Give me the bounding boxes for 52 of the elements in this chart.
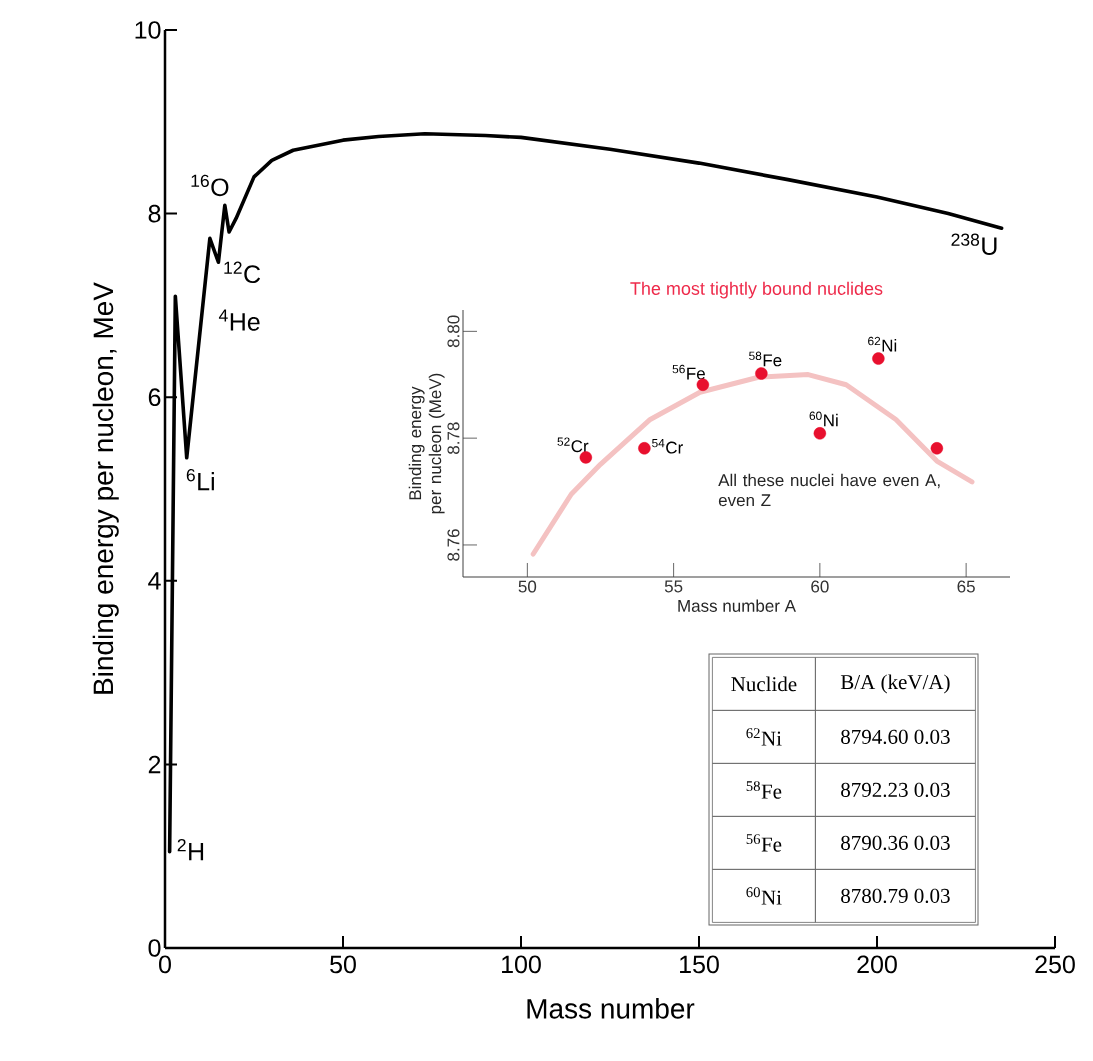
point	[930, 442, 944, 455]
annotation: B/A (keV/A)	[840, 674, 950, 694]
annotation: $^{12}$C	[224, 261, 261, 284]
annotation: $^{4}$He	[218, 309, 260, 331]
annotation: $^{6}$Li	[186, 468, 214, 491]
x-tick-label: 150	[680, 955, 719, 974]
y-axis-title: Binding energy per nucleon, MeV	[92, 282, 119, 694]
x-tick-label: 250	[1035, 955, 1075, 974]
annotation: $^{16}$O	[191, 174, 229, 197]
annotation: $^{56}$Fe	[672, 364, 705, 380]
annotation: $^{238}$U	[951, 233, 997, 255]
point	[755, 367, 768, 380]
y-tick-label: 8.80	[447, 315, 460, 348]
y-tick-label: 6	[148, 388, 161, 407]
annotation: $^{60}$Ni	[809, 411, 838, 427]
annotation: $^{58}$Fe	[746, 781, 782, 799]
annotation: 8794.60 0.03	[841, 729, 950, 745]
annotation: 8790.36 0.03	[841, 835, 950, 851]
y-tick-label: 4	[148, 572, 161, 590]
point	[696, 378, 710, 391]
y-tick-label: 10	[135, 21, 161, 39]
annotation: $^{56}$Fe	[746, 834, 782, 852]
x-tick-label: 50	[518, 580, 537, 593]
point	[638, 442, 651, 455]
y-tick-label: 8	[148, 204, 161, 223]
annotation: $^{60}$Ni	[746, 887, 782, 905]
annotation: $^{54}$Cr	[652, 438, 683, 454]
x-tick-label: 60	[811, 580, 829, 593]
x-tick-label: 200	[857, 955, 897, 974]
y-tick-label: 2	[148, 755, 161, 774]
annotation: Nuclide	[731, 676, 797, 692]
x-tick-label: 55	[664, 580, 683, 593]
annotation: $^{62}$Ni	[746, 728, 782, 746]
x-tick-label: 65	[957, 580, 975, 593]
point	[872, 352, 885, 365]
x-axis-title: Mass number A	[678, 599, 796, 612]
annotation: $^{62}$Ni	[868, 336, 897, 352]
annotation: $^{2}$H	[177, 838, 204, 861]
annotation: 8780.79 0.03	[841, 888, 950, 904]
annotation: $^{52}$Cr	[557, 437, 589, 453]
annotation: All these nuclei have even A, even Z	[718, 473, 940, 507]
annotation: $^{58}$Fe	[749, 351, 782, 367]
y-tick-label: 8.78	[447, 422, 460, 454]
point	[813, 427, 827, 440]
x-tick-label: 100	[502, 955, 541, 974]
x-axis-title: Mass number	[527, 998, 695, 1019]
y-axis-title: Binding energy per nucleon (MeV)	[408, 373, 445, 514]
y-tick-label: 0	[148, 939, 161, 957]
x-tick-label: 50	[330, 955, 356, 974]
annotation: 8792.23 0.03	[841, 782, 950, 798]
y-tick-label: 8.76	[447, 529, 460, 561]
chart-title: The most tightly bound nuclides	[630, 281, 883, 299]
